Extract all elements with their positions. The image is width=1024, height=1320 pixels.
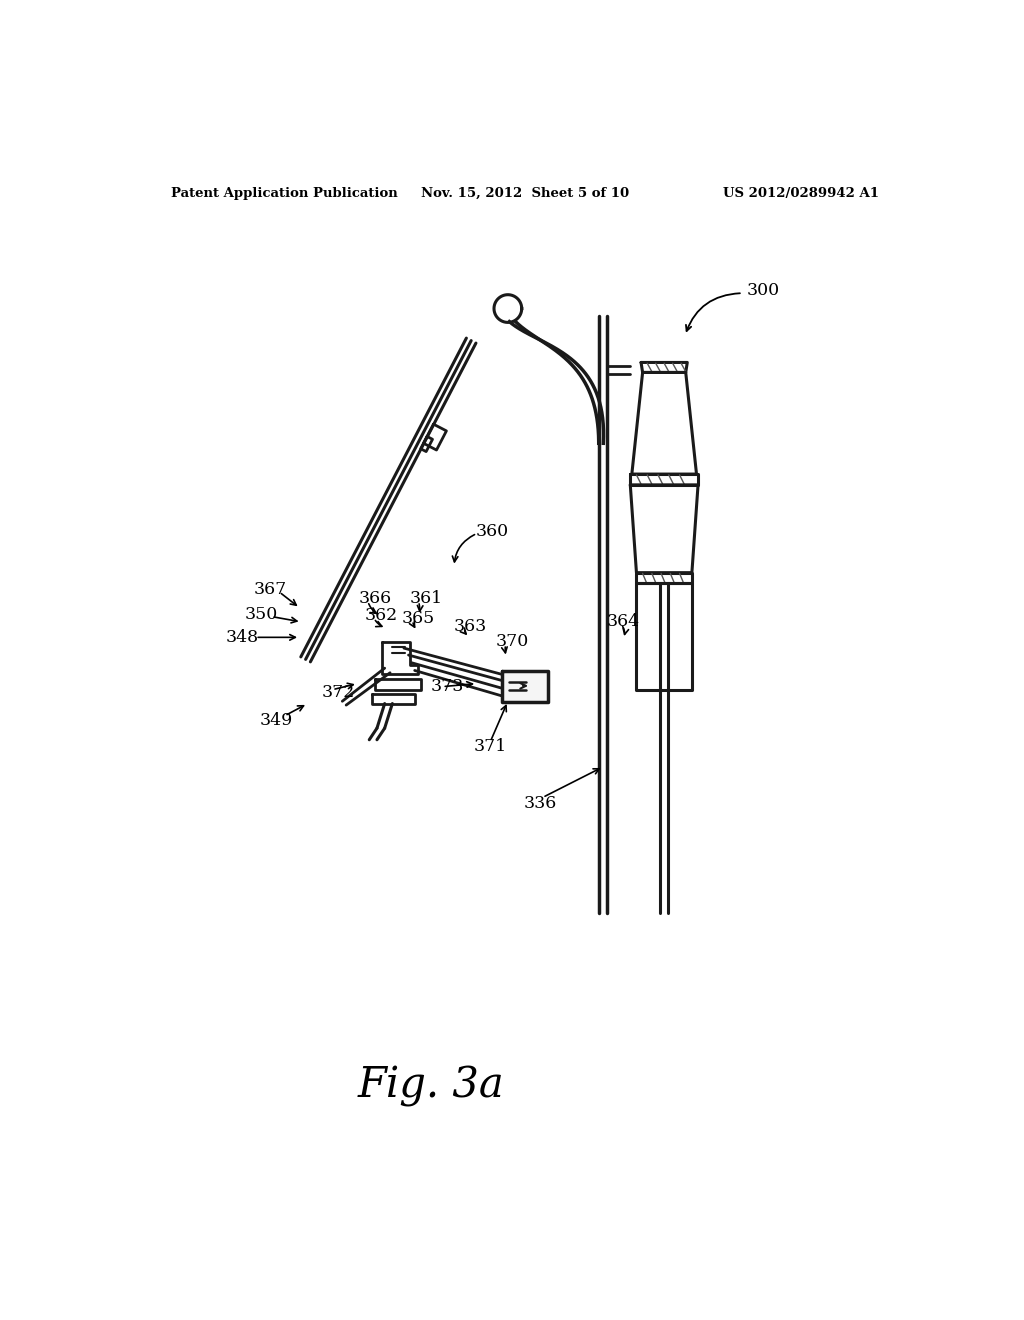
Polygon shape <box>372 694 416 704</box>
Polygon shape <box>641 363 687 372</box>
Text: 362: 362 <box>365 607 398 624</box>
Text: 336: 336 <box>523 795 556 812</box>
Polygon shape <box>632 372 696 474</box>
Text: Fig. 3a: Fig. 3a <box>357 1065 504 1107</box>
Polygon shape <box>421 437 432 451</box>
Text: 361: 361 <box>410 590 442 607</box>
Polygon shape <box>502 671 548 702</box>
Text: 373: 373 <box>431 678 464 696</box>
Text: 350: 350 <box>245 606 278 623</box>
Text: 349: 349 <box>260 711 293 729</box>
Text: Patent Application Publication: Patent Application Publication <box>171 187 397 199</box>
Polygon shape <box>382 642 418 675</box>
Text: 371: 371 <box>474 738 507 755</box>
Text: 366: 366 <box>358 590 391 607</box>
Text: 300: 300 <box>746 282 779 300</box>
Text: US 2012/0289942 A1: US 2012/0289942 A1 <box>723 187 879 199</box>
Polygon shape <box>375 678 421 689</box>
Polygon shape <box>637 573 692 583</box>
Text: Nov. 15, 2012  Sheet 5 of 10: Nov. 15, 2012 Sheet 5 of 10 <box>421 187 629 199</box>
Polygon shape <box>631 474 698 484</box>
Polygon shape <box>424 424 446 450</box>
Text: 372: 372 <box>322 684 355 701</box>
Text: 360: 360 <box>475 523 509 540</box>
Text: 370: 370 <box>496 634 528 651</box>
Polygon shape <box>637 583 692 689</box>
Text: 348: 348 <box>226 628 259 645</box>
Text: 367: 367 <box>254 581 287 598</box>
Text: 365: 365 <box>401 610 435 627</box>
Polygon shape <box>631 484 698 573</box>
Text: 363: 363 <box>454 618 487 635</box>
Text: 364: 364 <box>606 614 640 631</box>
